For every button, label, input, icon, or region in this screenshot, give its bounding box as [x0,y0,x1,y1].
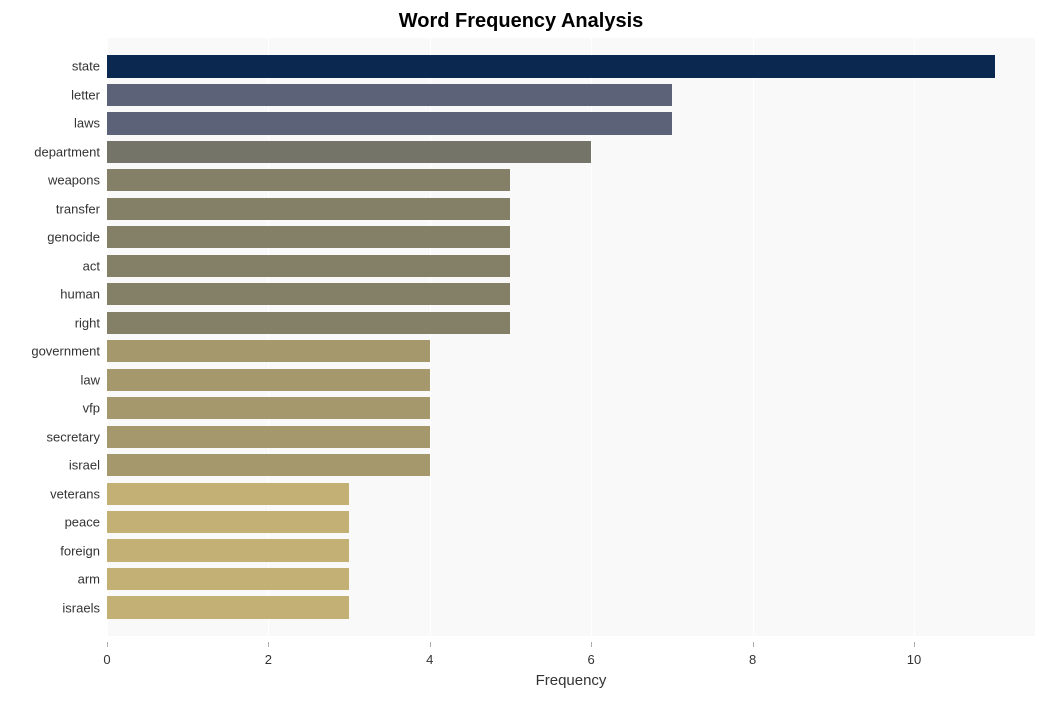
x-tick-mark [268,642,269,647]
bar [107,568,349,590]
bar [107,340,430,362]
gridline [753,38,754,636]
x-tick-label: 6 [571,652,611,667]
bar [107,84,672,106]
bar [107,283,510,305]
y-tick-label: letter [0,88,100,101]
x-tick-mark [914,642,915,647]
y-tick-label: law [0,373,100,386]
x-tick-mark [753,642,754,647]
x-axis: 0246810 [107,636,1035,676]
x-tick-mark [430,642,431,647]
y-tick-label: transfer [0,202,100,215]
bar [107,369,430,391]
y-tick-label: government [0,345,100,358]
bar [107,539,349,561]
bar [107,426,430,448]
bar [107,511,349,533]
gridline [914,38,915,636]
x-tick-label: 8 [733,652,773,667]
bar [107,596,349,618]
bar [107,454,430,476]
bar [107,112,672,134]
y-tick-label: peace [0,516,100,529]
word-frequency-chart: Word Frequency Analysis state letter laws d… [0,0,1042,701]
x-axis-title: Frequency [107,672,1035,689]
bar [107,312,510,334]
y-tick-label: human [0,288,100,301]
y-tick-label: foreign [0,544,100,557]
y-tick-label: secretary [0,430,100,443]
y-tick-label: genocide [0,231,100,244]
bar [107,55,995,77]
y-tick-label: israel [0,459,100,472]
x-tick-label: 4 [410,652,450,667]
bar [107,169,510,191]
y-tick-label: weapons [0,174,100,187]
y-tick-label: state [0,60,100,73]
bar [107,198,510,220]
y-tick-label: vfp [0,402,100,415]
y-tick-label: right [0,316,100,329]
y-tick-label: act [0,259,100,272]
x-tick-label: 2 [248,652,288,667]
bar [107,255,510,277]
bar [107,397,430,419]
y-tick-label: arm [0,573,100,586]
bar [107,226,510,248]
x-tick-label: 0 [87,652,127,667]
y-tick-label: veterans [0,487,100,500]
chart-title: Word Frequency Analysis [0,10,1042,33]
x-tick-mark [591,642,592,647]
plot-area [107,38,1035,636]
y-tick-label: department [0,145,100,158]
x-tick-label: 10 [894,652,934,667]
y-axis-labels: state letter laws department weapons transfer… [0,38,100,636]
y-tick-label: laws [0,117,100,130]
bar [107,141,591,163]
bar [107,483,349,505]
y-tick-label: israels [0,601,100,614]
x-tick-mark [107,642,108,647]
